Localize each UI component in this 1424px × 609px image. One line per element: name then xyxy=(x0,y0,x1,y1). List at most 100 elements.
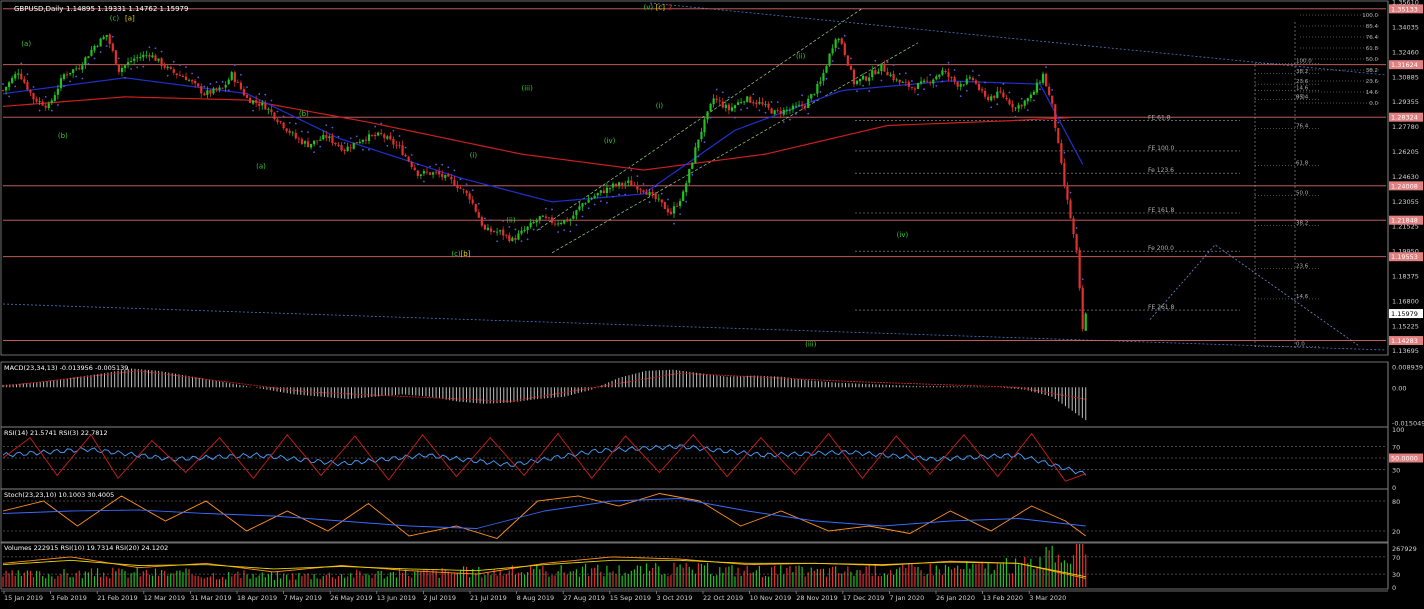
candle-body xyxy=(553,223,557,225)
fib-inner-label: 23.6 xyxy=(1296,264,1309,270)
psar-dot xyxy=(801,94,803,97)
candle-body xyxy=(685,183,688,193)
psar-dot xyxy=(837,47,840,50)
fib-projection-label: Fe 123.6 xyxy=(1148,167,1174,174)
candle-body xyxy=(907,81,910,87)
psar-dot xyxy=(337,135,340,138)
candle-body xyxy=(499,230,502,232)
fib-retrace-label: 100.0 xyxy=(1362,13,1378,19)
fib-inner-label: 0.0 xyxy=(1296,342,1305,348)
psar-dot xyxy=(459,178,462,181)
wave-label: (b) xyxy=(299,110,309,118)
candle-body xyxy=(56,88,59,95)
candle-body xyxy=(855,80,859,84)
fib-inner-label: 38.2 xyxy=(1296,69,1308,75)
candle-body xyxy=(773,110,776,115)
psar-dot xyxy=(532,228,535,231)
candle-body xyxy=(1060,143,1063,164)
candle-body xyxy=(456,184,459,189)
candle-body xyxy=(35,98,38,102)
psar-dot xyxy=(20,62,23,65)
candle-body xyxy=(53,95,56,101)
psar-dot xyxy=(746,107,749,110)
psar-dot xyxy=(331,126,334,129)
candle-body xyxy=(743,101,746,103)
candle-body xyxy=(1048,86,1051,95)
x-axis-tick-label: 3 Oct 2019 xyxy=(656,594,692,602)
psar-dot xyxy=(2,83,4,86)
price-tag xyxy=(1389,215,1423,225)
psar-dot xyxy=(947,61,950,64)
candle-body xyxy=(904,81,907,83)
candle-body xyxy=(645,192,648,195)
candle-body xyxy=(1084,313,1087,331)
price-tag-label: 1.14283 xyxy=(1391,337,1418,345)
fib-inner-label: 76.4 xyxy=(1296,124,1309,130)
candle-body xyxy=(608,187,612,189)
candle-body xyxy=(1072,218,1075,235)
psar-dot xyxy=(490,219,492,221)
psar-dot xyxy=(1057,121,1060,124)
psar-dot xyxy=(862,84,864,87)
psar-dot xyxy=(868,90,871,92)
candle-body xyxy=(764,104,767,105)
candle-body xyxy=(215,88,218,91)
candle-body xyxy=(200,86,203,94)
candle-body xyxy=(291,132,294,134)
psar-dot xyxy=(209,82,212,85)
psar-dot xyxy=(111,35,114,38)
candle-body xyxy=(1032,91,1035,95)
candle-body xyxy=(593,195,596,199)
candle-body xyxy=(441,173,444,178)
psar-dot xyxy=(276,110,279,113)
candle-body xyxy=(20,73,23,80)
psar-dot xyxy=(118,57,120,60)
candle-body xyxy=(1038,82,1042,84)
psar-dot xyxy=(50,109,53,112)
psar-dot xyxy=(246,86,248,89)
macd-y-tick-label: 0.00 xyxy=(1392,384,1406,392)
psar-dot xyxy=(1069,191,1072,194)
fib-retrace-label: 50.0 xyxy=(1366,57,1379,63)
price-y-tick-label: 1.15225 xyxy=(1392,323,1419,331)
candle-body xyxy=(438,171,441,175)
candle-body xyxy=(569,219,572,222)
price-tag xyxy=(1389,336,1423,346)
candle-body xyxy=(526,226,529,231)
psar-dot xyxy=(825,77,828,80)
psar-dot xyxy=(508,225,511,228)
candle-body xyxy=(621,183,624,186)
candle-body xyxy=(1069,200,1072,219)
psar-dot xyxy=(691,173,694,176)
candle-body xyxy=(767,103,770,108)
psar-dot xyxy=(776,101,779,104)
psar-dot xyxy=(221,80,224,83)
candle-body xyxy=(404,155,407,157)
candle-body xyxy=(776,110,779,111)
candle-body xyxy=(932,79,935,84)
psar-dot xyxy=(435,163,437,166)
wave-label: (a) xyxy=(256,162,266,170)
candle-body xyxy=(987,96,990,100)
candle-body xyxy=(1020,104,1023,107)
psar-dot xyxy=(1045,66,1047,68)
candle-body xyxy=(270,109,273,113)
candle-body xyxy=(804,105,807,108)
psar-dot xyxy=(429,165,431,168)
psar-dot xyxy=(972,70,974,72)
psar-dot xyxy=(87,62,90,65)
candle-body xyxy=(709,103,712,111)
macd-y-tick-label: 0.008939 xyxy=(1392,363,1423,371)
candle-body xyxy=(660,199,663,203)
candle-body xyxy=(1078,249,1081,289)
fib-inner-label: 61.8 xyxy=(1296,160,1309,166)
candle-body xyxy=(950,77,953,78)
candle-body xyxy=(377,132,380,136)
psar-dot xyxy=(477,202,480,205)
candle-body xyxy=(550,217,554,223)
psar-dot xyxy=(14,85,17,88)
price-y-tick-label: 1.29355 xyxy=(1392,98,1419,106)
psar-dot xyxy=(441,163,444,166)
